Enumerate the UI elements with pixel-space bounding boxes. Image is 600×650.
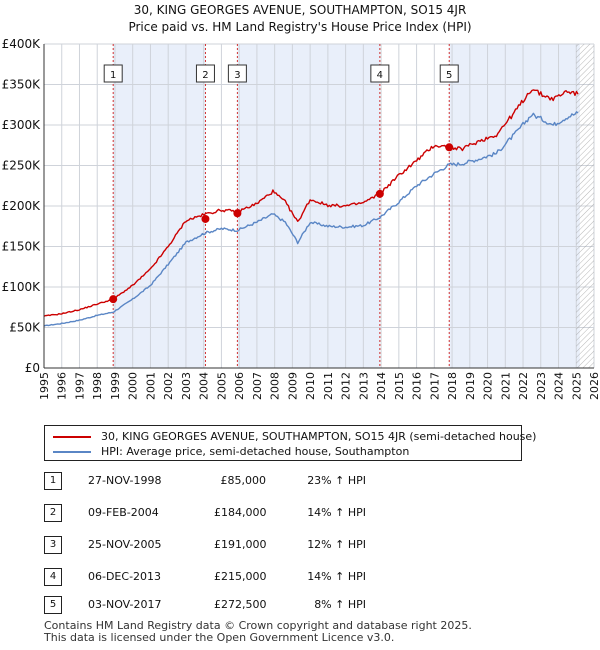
y-tick-label: £250K: [2, 159, 42, 173]
x-tick-label: 2019: [464, 372, 477, 400]
x-tick-label: 2013: [357, 372, 370, 400]
sale-marker-label: 4: [377, 70, 383, 81]
x-tick-label: 2009: [286, 372, 299, 400]
transaction-number: 4: [44, 568, 62, 586]
sale-marker-box: [227, 64, 247, 83]
table-row: 2 09-FEB-2004 £184,000 14% ↑ HPI: [44, 504, 564, 522]
legend: 30, KING GEORGES AVENUE, SOUTHAMPTON, SO…: [44, 425, 536, 461]
legend-property: 30, KING GEORGES AVENUE, SOUTHAMPTON, SO…: [53, 429, 536, 445]
sale-point: [233, 209, 242, 218]
transaction-price: £184,000: [214, 506, 267, 519]
transaction-number: 3: [44, 536, 62, 554]
transaction-number: 5: [44, 596, 62, 614]
x-tick-label: 2024: [553, 372, 566, 400]
y-tick-label: £50K: [9, 321, 41, 335]
x-tick-label: 1999: [109, 372, 122, 400]
transaction-hpi: 8% ↑ HPI: [314, 598, 366, 611]
x-tick-label: 2017: [428, 372, 441, 400]
sale-marker-label: 1: [110, 70, 116, 81]
y-tick-label: £100K: [2, 280, 42, 294]
x-tick-label: 2007: [251, 372, 264, 400]
future-hatch: [576, 44, 594, 368]
x-tick-label: 2010: [304, 372, 317, 400]
footer-copyright: Contains HM Land Registry data © Crown c…: [44, 619, 472, 632]
sale-point: [375, 189, 384, 198]
x-tick-label: 2022: [517, 372, 530, 400]
x-tick-label: 2018: [446, 372, 459, 400]
y-tick-label: £150K: [2, 240, 42, 254]
sale-marker-label: 3: [234, 70, 240, 81]
transaction-price: £215,000: [214, 570, 267, 583]
table-row: 1 27-NOV-1998 £85,000 23% ↑ HPI: [44, 472, 564, 490]
chart-title: 30, KING GEORGES AVENUE, SOUTHAMPTON, SO…: [134, 3, 467, 17]
transaction-hpi: 23% ↑ HPI: [307, 474, 366, 487]
y-tick-label: £400K: [2, 37, 42, 51]
table-row: 5 03-NOV-2017 £272,500 8% ↑ HPI: [44, 596, 564, 614]
transaction-price: £272,500: [214, 598, 267, 611]
transaction-hpi: 12% ↑ HPI: [307, 538, 366, 551]
y-tick-label: £0: [25, 361, 40, 375]
sale-marker-label: 2: [202, 70, 208, 81]
x-tick-label: 2002: [162, 372, 175, 400]
x-tick-label: 2000: [127, 372, 140, 400]
legend-hpi-swatch: [53, 451, 91, 453]
transaction-price: £85,000: [220, 474, 267, 487]
table-row: 3 25-NOV-2005 £191,000 12% ↑ HPI: [44, 536, 564, 554]
transaction-price: £191,000: [214, 538, 267, 551]
x-tick-label: 2020: [482, 372, 495, 400]
x-tick-label: 2006: [233, 372, 246, 400]
x-tick-label: 2025: [570, 372, 583, 400]
sale-point: [109, 295, 118, 304]
transaction-date: 06-DEC-2013: [88, 570, 162, 583]
x-tick-label: 1995: [38, 372, 51, 400]
x-tick-label: 2021: [499, 372, 512, 400]
transaction-date: 27-NOV-1998: [88, 474, 162, 487]
x-tick-label: 2015: [393, 372, 406, 400]
property-series-line: [43, 89, 579, 317]
x-tick-label: 2005: [215, 372, 228, 400]
x-tick-label: 2011: [322, 372, 335, 400]
sale-point: [201, 214, 210, 223]
footer: Contains HM Land Registry data © Crown c…: [44, 620, 472, 644]
sale-marker-box: [195, 64, 215, 83]
transaction-date: 25-NOV-2005: [88, 538, 162, 551]
transaction-date: 03-NOV-2017: [88, 598, 162, 611]
sale-point: [445, 143, 454, 152]
hpi-series-line: [43, 111, 579, 327]
transaction-hpi: 14% ↑ HPI: [307, 506, 366, 519]
legend-property-label: 30, KING GEORGES AVENUE, SOUTHAMPTON, SO…: [101, 430, 537, 443]
y-tick-label: £300K: [2, 118, 42, 132]
legend-hpi: HPI: Average price, semi-detached house,…: [53, 444, 409, 460]
y-tick-label: £200K: [2, 199, 42, 213]
legend-property-swatch: [53, 436, 91, 438]
chart-subtitle: Price paid vs. HM Land Registry's House …: [128, 20, 471, 34]
x-tick-label: 2001: [144, 372, 157, 400]
chart: 1 2 3 4 5 £0 £50K £100K £150K £200K £250K £300K £35…: [2, 3, 600, 400]
transaction-hpi: 14% ↑ HPI: [307, 570, 366, 583]
x-tick-label: 2012: [340, 372, 353, 400]
legend-hpi-label: HPI: Average price, semi-detached house,…: [101, 445, 410, 458]
transaction-date: 09-FEB-2004: [88, 506, 159, 519]
table-row: 4 06-DEC-2013 £215,000 14% ↑ HPI: [44, 568, 564, 586]
transaction-number: 1: [44, 472, 62, 490]
x-tick-label: 2004: [198, 372, 211, 400]
sale-marker-box: [370, 64, 390, 83]
x-tick-label: 1998: [91, 372, 104, 400]
x-tick-label: 2023: [535, 372, 548, 400]
footer-licence: This data is licensed under the Open Gov…: [44, 631, 395, 644]
transaction-number: 2: [44, 504, 62, 522]
x-tick-label: 2003: [180, 372, 193, 400]
sale-marker-label: 5: [446, 70, 452, 81]
x-tick-label: 2008: [269, 372, 282, 400]
x-tick-label: 2014: [375, 372, 388, 400]
x-tick-label: 2016: [411, 372, 424, 400]
x-tick-label: 2026: [588, 372, 600, 400]
sale-marker-box: [103, 64, 123, 83]
sale-marker-box: [439, 64, 459, 83]
y-tick-label: £350K: [2, 78, 42, 92]
x-tick-label: 1996: [56, 372, 69, 400]
x-tick-label: 1997: [73, 372, 86, 400]
